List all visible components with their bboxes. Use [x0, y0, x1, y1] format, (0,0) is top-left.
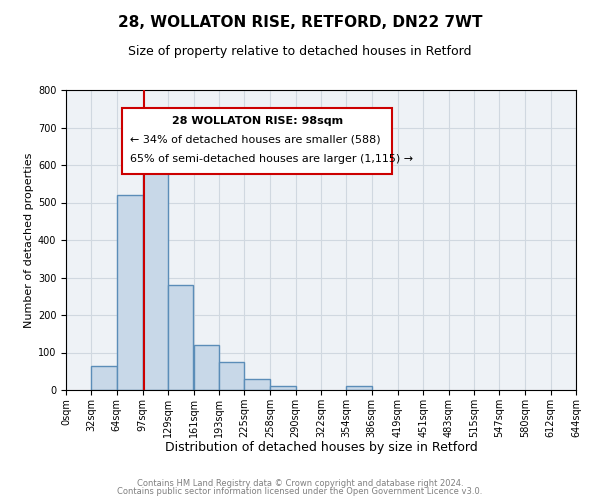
- Y-axis label: Number of detached properties: Number of detached properties: [23, 152, 34, 328]
- Text: ← 34% of detached houses are smaller (588): ← 34% of detached houses are smaller (58…: [130, 135, 380, 145]
- Bar: [271, 386, 296, 390]
- Text: Contains public sector information licensed under the Open Government Licence v3: Contains public sector information licen…: [118, 487, 482, 496]
- Bar: [91, 366, 116, 390]
- Text: Contains HM Land Registry data © Crown copyright and database right 2024.: Contains HM Land Registry data © Crown c…: [137, 478, 463, 488]
- Text: 65% of semi-detached houses are larger (1,115) →: 65% of semi-detached houses are larger (…: [130, 154, 413, 164]
- Bar: [244, 379, 271, 390]
- Text: 28 WOLLATON RISE: 98sqm: 28 WOLLATON RISE: 98sqm: [172, 116, 343, 126]
- Bar: [116, 195, 143, 390]
- X-axis label: Distribution of detached houses by size in Retford: Distribution of detached houses by size …: [164, 442, 478, 454]
- Text: 28, WOLLATON RISE, RETFORD, DN22 7WT: 28, WOLLATON RISE, RETFORD, DN22 7WT: [118, 15, 482, 30]
- Bar: [346, 386, 371, 390]
- Text: Size of property relative to detached houses in Retford: Size of property relative to detached ho…: [128, 45, 472, 58]
- Bar: [193, 345, 219, 390]
- FancyBboxPatch shape: [122, 108, 392, 174]
- Bar: [168, 285, 193, 390]
- Bar: [143, 165, 168, 390]
- Bar: [219, 362, 244, 390]
